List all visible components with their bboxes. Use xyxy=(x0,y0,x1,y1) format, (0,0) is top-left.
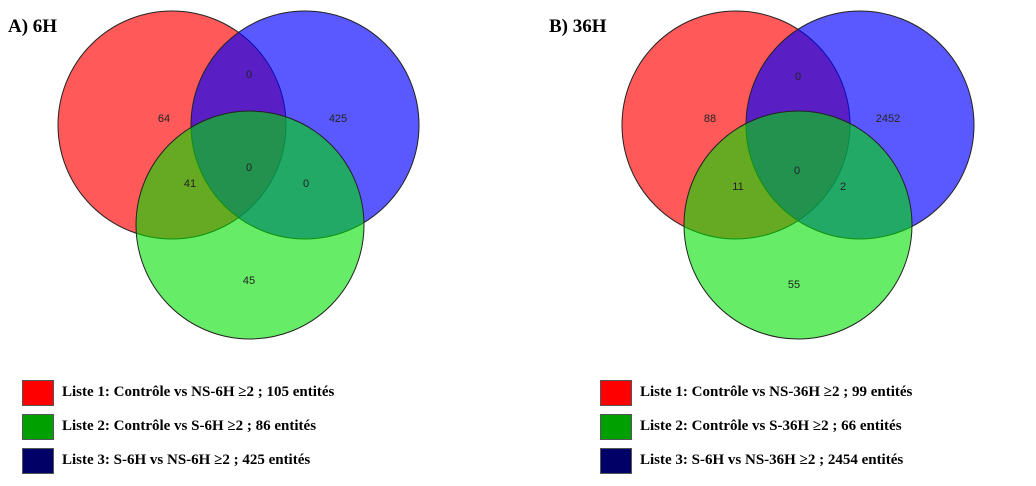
legend-swatch-red xyxy=(600,380,632,406)
venn-diagram-6h: 64 425 45 0 41 0 0 xyxy=(57,10,420,340)
venn-panel-36h: 88 2452 55 0 11 2 0 B) 36H Liste 1: Cont… xyxy=(518,0,1036,486)
legend-swatch-red xyxy=(22,380,54,406)
panel-title: A) 6H xyxy=(8,16,58,37)
legend-swatch-green xyxy=(600,414,632,440)
venn-diagram-36h: 88 2452 55 0 11 2 0 xyxy=(621,10,975,340)
legend-swatch-navy xyxy=(600,448,632,474)
legend-label: Liste 3: S-6H vs NS-6H ≥2 ; 425 entités xyxy=(62,452,311,468)
count-only-list3: 425 xyxy=(329,113,347,125)
set-circle-list2 xyxy=(135,110,365,340)
count-list1-list3: 0 xyxy=(795,71,801,83)
count-list1-list3: 0 xyxy=(246,69,252,81)
legend-label: Liste 3: S-6H vs NS-36H ≥2 ; 2454 entité… xyxy=(640,452,904,468)
count-only-list2: 55 xyxy=(788,279,800,291)
legend-label: Liste 1: Contrôle vs NS-36H ≥2 ; 99 enti… xyxy=(640,384,913,400)
set-circle-list2 xyxy=(683,110,913,340)
count-only-list3: 2452 xyxy=(876,113,900,125)
legend-label: Liste 2: Contrôle vs S-6H ≥2 ; 86 entité… xyxy=(62,418,317,434)
count-only-list2: 45 xyxy=(243,275,255,287)
count-list2-list3: 0 xyxy=(303,178,309,190)
count-list2-list3: 2 xyxy=(840,181,846,193)
venn-panel-6h: 64 425 45 0 41 0 0 A) 6H Liste 1: Contrô… xyxy=(8,10,420,474)
count-list1-list2: 41 xyxy=(184,178,196,190)
legend-swatch-green xyxy=(22,414,54,440)
count-all-lists: 0 xyxy=(794,165,800,177)
count-all-lists: 0 xyxy=(246,162,252,174)
legend-swatch-navy xyxy=(22,448,54,474)
count-only-list1: 64 xyxy=(158,113,170,125)
count-only-list1: 88 xyxy=(704,113,716,125)
panel-title: B) 36H xyxy=(549,16,607,37)
legend-label: Liste 2: Contrôle vs S-36H ≥2 ; 66 entit… xyxy=(640,418,902,434)
count-list1-list2: 11 xyxy=(732,181,743,193)
legend-label: Liste 1: Contrôle vs NS-6H ≥2 ; 105 enti… xyxy=(62,384,335,400)
